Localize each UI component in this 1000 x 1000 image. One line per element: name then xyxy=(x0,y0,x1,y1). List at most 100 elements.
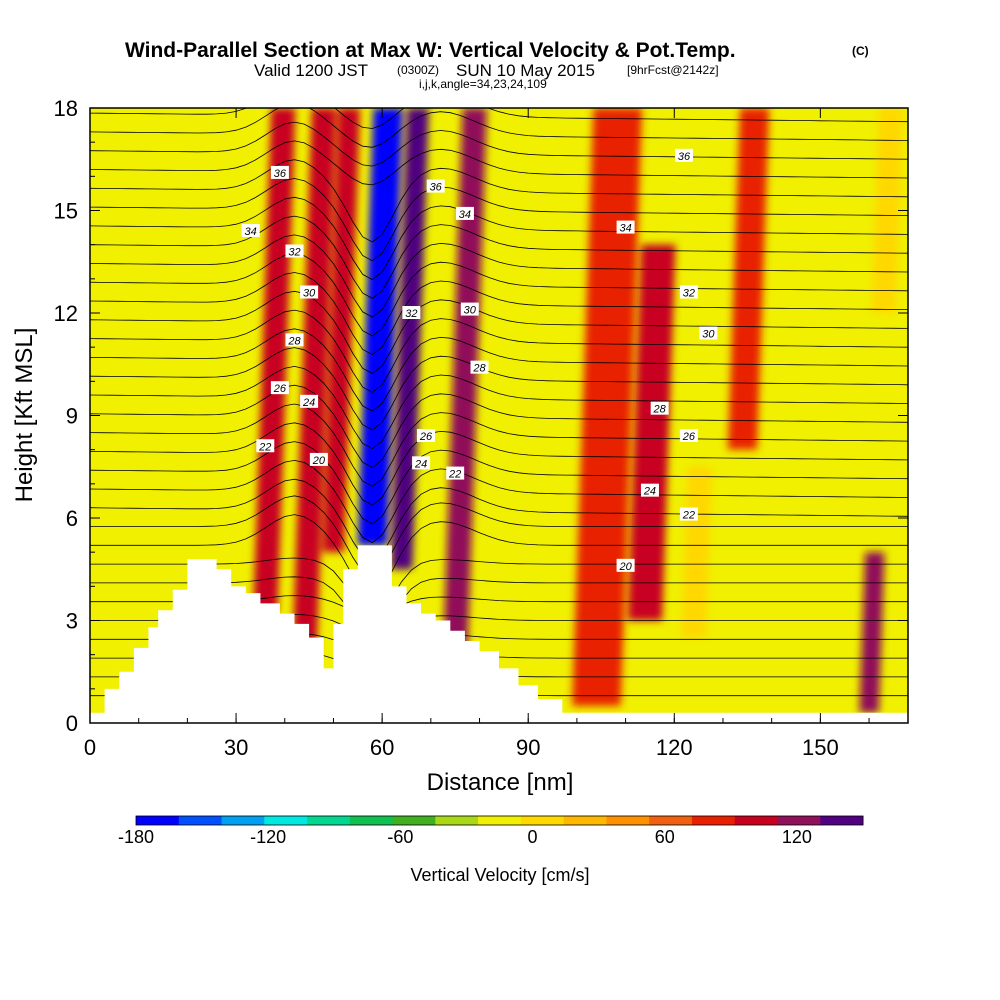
y-tick-label: 0 xyxy=(66,711,78,736)
contour-label: 36 xyxy=(270,165,289,180)
svg-text:22: 22 xyxy=(682,510,695,522)
theta-contour xyxy=(90,495,908,578)
theta-contour xyxy=(90,514,908,597)
theta-contour xyxy=(90,557,908,619)
y-tick-label: 15 xyxy=(54,199,78,224)
colorbar-swatch xyxy=(777,816,821,825)
copyright-mark: (C) xyxy=(852,44,869,58)
theta-contour xyxy=(90,347,908,431)
theta-contour xyxy=(90,234,908,318)
theta-contour xyxy=(90,384,908,468)
theta-contour xyxy=(90,290,908,374)
theta-contour xyxy=(90,478,908,562)
svg-text:30: 30 xyxy=(303,288,316,300)
velocity-band xyxy=(322,108,360,553)
theta-contour xyxy=(90,140,908,186)
contour-label: 24 xyxy=(300,394,319,409)
svg-text:34: 34 xyxy=(245,226,257,238)
contour-label: 20 xyxy=(309,452,328,467)
colorbar-swatch xyxy=(392,816,436,825)
terrain-mask xyxy=(90,545,908,723)
colorbar-swatch xyxy=(264,816,308,825)
velocity-band xyxy=(443,108,487,655)
colorbar-tick-label: -60 xyxy=(387,827,413,847)
colorbar-swatch xyxy=(691,816,736,825)
svg-text:22: 22 xyxy=(258,441,271,453)
valid-time-c: SUN 10 May 2015 xyxy=(456,61,595,80)
svg-text:22: 22 xyxy=(448,469,461,481)
theta-contour xyxy=(90,215,908,299)
contour-label: 32 xyxy=(402,306,421,320)
colorbar: -180 -120 -60 0 60 120 xyxy=(118,815,864,847)
contour-label: 22 xyxy=(256,439,275,453)
chart-title: Wind-Parallel Section at Max W: Vertical… xyxy=(125,39,736,62)
colorbar-swatch xyxy=(563,816,607,825)
colorbar-swatch xyxy=(178,816,223,825)
colorbar-swatch xyxy=(349,816,394,825)
colorbar-swatch xyxy=(307,816,351,825)
colorbar-tick-label: 60 xyxy=(655,827,675,847)
theta-contour xyxy=(90,196,908,281)
theta-contour xyxy=(90,459,908,544)
velocity-band xyxy=(184,108,237,604)
y-tick-label: 18 xyxy=(54,96,78,121)
svg-text:34: 34 xyxy=(619,223,631,235)
theta-contour xyxy=(90,253,908,337)
y-tick-label: 3 xyxy=(66,609,78,634)
colorbar-swatch xyxy=(136,816,180,825)
svg-text:26: 26 xyxy=(419,431,433,443)
svg-text:24: 24 xyxy=(302,397,315,409)
colorbar-swatch xyxy=(478,816,522,825)
velocity-core xyxy=(396,108,423,536)
svg-text:36: 36 xyxy=(430,182,443,194)
contour-label: 28 xyxy=(470,360,489,375)
velocity-band xyxy=(859,552,885,713)
colorbar-swatch xyxy=(221,816,265,825)
theta-contour xyxy=(90,108,908,148)
svg-text:24: 24 xyxy=(414,458,427,470)
x-tick-label: 60 xyxy=(370,735,394,760)
colorbar-tick-label: 120 xyxy=(782,827,812,847)
contour-label: 24 xyxy=(412,456,431,470)
theta-contour xyxy=(90,272,908,356)
contour-label: 34 xyxy=(616,220,635,235)
colorbar-swatch xyxy=(734,816,778,825)
svg-text:36: 36 xyxy=(678,151,691,163)
plot-area: 20 22 24 26 28 30 32 34 36 22 24 26 32 30 28 34 36 20 22 24… xyxy=(90,108,908,723)
contour-label: 34 xyxy=(241,224,260,238)
theta-contour xyxy=(90,121,908,167)
svg-text:30: 30 xyxy=(464,305,477,317)
contour-label: 30 xyxy=(699,326,718,341)
svg-text:32: 32 xyxy=(288,247,300,259)
svg-text:26: 26 xyxy=(682,431,696,443)
svg-text:28: 28 xyxy=(653,404,667,416)
theta-contour xyxy=(90,159,908,243)
theta-contour xyxy=(90,422,908,506)
contour-label: 36 xyxy=(426,179,445,194)
theta-contour xyxy=(90,441,908,525)
velocity-band xyxy=(253,108,296,614)
contour-label: 26 xyxy=(416,429,435,443)
contour-label: 36 xyxy=(675,148,694,163)
svg-text:28: 28 xyxy=(287,335,301,347)
y-axis-label: Height [Kft MSL] xyxy=(11,328,38,503)
contour-label: 32 xyxy=(285,244,304,259)
svg-text:20: 20 xyxy=(618,561,632,573)
colorbar-title: Vertical Velocity [cm/s] xyxy=(410,865,589,885)
colorbar-swatch xyxy=(820,816,864,825)
velocity-band xyxy=(572,108,643,706)
theta-contour xyxy=(90,178,908,262)
svg-text:32: 32 xyxy=(683,288,695,300)
valid-time-a: Valid 1200 JST xyxy=(254,61,368,80)
theta-contour xyxy=(90,309,908,393)
contour-label: 30 xyxy=(300,285,319,300)
x-tick-label: 150 xyxy=(802,735,839,760)
contour-label: 20 xyxy=(616,558,635,573)
contour-label: 32 xyxy=(679,285,698,300)
colorbar-tick-label: -120 xyxy=(250,827,286,847)
velocity-band xyxy=(292,108,337,662)
colorbar-tick-label: -180 xyxy=(118,827,154,847)
contour-label: 34 xyxy=(455,206,474,221)
contour-label: 26 xyxy=(270,381,289,395)
